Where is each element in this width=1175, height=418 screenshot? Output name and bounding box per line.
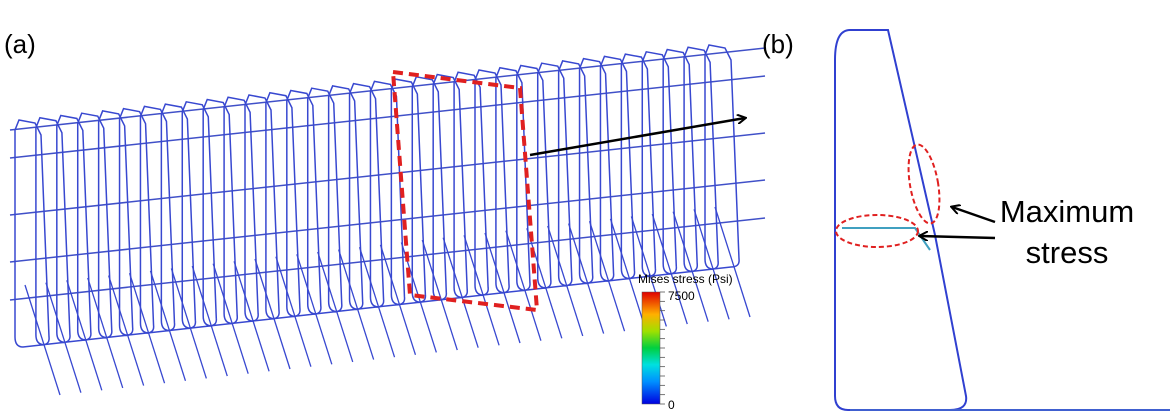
foot-bar bbox=[422, 240, 457, 350]
foot-bar bbox=[255, 259, 290, 369]
foot-bar bbox=[213, 264, 248, 374]
foot-bar bbox=[234, 261, 269, 371]
colorbar-max: 7500 bbox=[668, 289, 695, 303]
colorbar-title: Mises stress (Psi) bbox=[638, 272, 733, 286]
stirrup-hook bbox=[842, 228, 930, 250]
foot-bar bbox=[171, 268, 206, 378]
colorbar-min: 0 bbox=[668, 398, 675, 412]
foot-bar bbox=[464, 235, 499, 345]
annotation: stress bbox=[1026, 235, 1109, 270]
foot-bar bbox=[318, 252, 353, 362]
foot-bar bbox=[590, 221, 625, 331]
foot-bar bbox=[360, 247, 395, 357]
foot-bar bbox=[150, 271, 185, 381]
foot-bar bbox=[548, 226, 583, 336]
foot-bar bbox=[67, 280, 102, 390]
foot-bar bbox=[25, 285, 60, 395]
foot-bar bbox=[673, 212, 708, 322]
foot-bar bbox=[109, 276, 144, 386]
foot-bar bbox=[46, 283, 81, 393]
arrow bbox=[920, 236, 995, 238]
foot-bar bbox=[297, 254, 332, 364]
colorbar bbox=[642, 292, 660, 404]
selection-box bbox=[393, 72, 537, 310]
figure: (a) (b) Mises stress (Psi) 7500 0 Maximu… bbox=[0, 0, 1175, 418]
longitudinal-bar bbox=[10, 218, 765, 300]
foot-bar bbox=[130, 273, 165, 383]
stirrup-detail bbox=[835, 30, 966, 410]
foot-bar bbox=[380, 245, 415, 355]
panel-label: (b) bbox=[762, 29, 794, 59]
highlight-ellipse bbox=[836, 215, 918, 247]
panel-label: (a) bbox=[4, 29, 36, 59]
foot-bar bbox=[339, 250, 374, 360]
foot-bar bbox=[443, 238, 478, 348]
foot-bar bbox=[485, 233, 520, 343]
foot-bar bbox=[527, 228, 562, 338]
foot-bar bbox=[88, 278, 123, 388]
arrow bbox=[952, 207, 995, 222]
foot-bar bbox=[192, 266, 227, 376]
foot-bar bbox=[276, 257, 311, 367]
annotation: Maximum bbox=[1000, 194, 1134, 229]
foot-bar bbox=[694, 209, 729, 319]
foot-bar bbox=[569, 224, 604, 334]
foot-bar bbox=[715, 207, 750, 317]
